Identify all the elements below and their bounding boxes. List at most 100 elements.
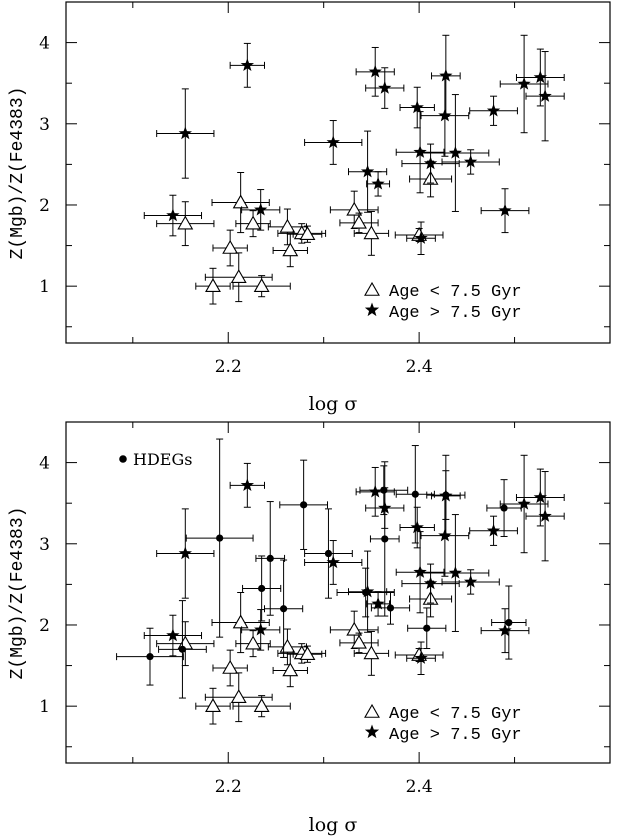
data-point-circle [280,605,288,613]
chart-panel-2: 2.2 2.4 1 2 3 4 log σ Z(Mgb)/Z(Fe4383) Age < 7.5… [8,421,611,836]
data-point-circle [324,549,333,558]
data-point-star [486,523,501,537]
data-point-triangle [205,698,221,712]
data-point-triangle [351,634,367,649]
data-point-star [410,100,424,114]
x-tick-label: 2.2 [215,357,242,377]
data-point-star [498,623,512,637]
chart-panel-1: 2.2 2.4 1 2 3 4 log σ Z(Mgb)/Z(Fe4383) Age < 7.5… [8,1,611,415]
data-point-triangle [363,645,380,660]
data-point-star [423,156,438,170]
data-point-triangle [299,646,316,661]
y-axis-label: Z(Mgb)/Z(Fe4383) [8,507,28,680]
data-point-star [448,566,463,579]
data-point-star [413,565,427,578]
legend-triangle-marker [364,703,380,718]
data-point-star [368,64,382,78]
legend: Age < 7.5 Gyr Age > 7.5 Gyr [364,281,522,323]
data-point-star [517,77,531,90]
data-point-star [533,70,547,84]
data-point-star [326,555,340,569]
data-point-circle [381,535,389,543]
data-point-star [438,528,452,542]
y-tick-label: 4 [39,454,50,474]
series-filled-circle [116,438,527,699]
data-point-circle [423,624,431,632]
data-point-triangle [230,689,247,704]
data-point-triangle [363,225,380,240]
data-point-star [360,164,375,178]
series-filled-star [143,34,565,256]
series-open-triangle [156,580,453,725]
data-point-star [414,651,428,664]
legend-label-old: Age > 7.5 Gyr [389,726,522,745]
data-point-star [414,231,428,244]
data-point-star [533,490,547,504]
y-axis-label: Z(Mgb)/Z(Fe4383) [8,87,28,260]
data-point-circle [386,604,395,612]
y-tick-label: 2 [39,616,50,636]
data-point-star [378,81,392,94]
data-point-triangle [346,621,363,636]
data-point-star [178,546,192,560]
data-point-star [423,576,438,590]
data-point-triangle [279,638,296,653]
y-tick-label: 2 [39,196,50,216]
series-open-triangle [156,160,453,305]
legend-label-young: Age < 7.5 Gyr [389,283,522,302]
x-axis-label: log σ [309,814,358,836]
data-point-triangle [245,635,262,650]
legend-star-marker [364,302,380,317]
data-point-star [439,68,453,82]
data-point-star [538,89,552,102]
data-point-star [498,203,512,217]
data-point-star [413,145,427,158]
data-point-triangle [205,278,221,292]
plot-frame [65,421,611,764]
data-point-circle [362,588,370,597]
data-point-triangle [230,269,247,284]
data-point-triangle [299,226,316,241]
data-point-star [240,58,254,71]
data-point-circle [411,490,419,498]
x-tick-label: 2.2 [215,777,242,797]
data-point-star [410,520,424,534]
legend-label-young: Age < 7.5 Gyr [389,705,522,724]
series-filled-star [143,454,565,676]
data-point-star [254,622,268,636]
data-point-circle [258,584,266,593]
data-point-star [254,202,268,216]
x-tick-label: 2.4 [406,357,433,377]
legend-label-old: Age > 7.5 Gyr [389,304,522,323]
data-point-star [240,478,254,491]
x-tick-label: 2.4 [406,777,433,797]
y-tick-label: 3 [39,535,50,555]
data-point-star [371,176,385,190]
legend-star-marker [364,724,380,739]
data-point-star [178,126,192,140]
data-point-circle [380,486,388,494]
annotation-dot [119,455,127,463]
data-point-circle [216,534,224,542]
legend: Age < 7.5 Gyr Age > 7.5 Gyr [364,703,522,745]
data-point-star [166,208,180,222]
y-tick-label: 1 [39,277,50,297]
data-point-triangle [279,218,296,233]
data-point-star [538,509,552,522]
y-tick-label: 3 [39,115,50,135]
data-point-circle [266,554,274,563]
data-point-triangle [222,239,239,254]
data-point-circle [146,653,154,661]
data-point-star [326,135,340,149]
data-point-circle [505,618,513,627]
data-point-circle [442,491,450,499]
data-point-star [464,574,478,588]
data-point-triangle [232,614,249,629]
data-point-circle [178,645,187,653]
data-point-triangle [253,698,270,712]
data-point-star [166,628,180,642]
plot-frame [65,1,611,344]
x-axis-label: log σ [309,393,358,415]
data-point-triangle [177,215,194,230]
annotation-label: HDEGs [133,450,192,469]
